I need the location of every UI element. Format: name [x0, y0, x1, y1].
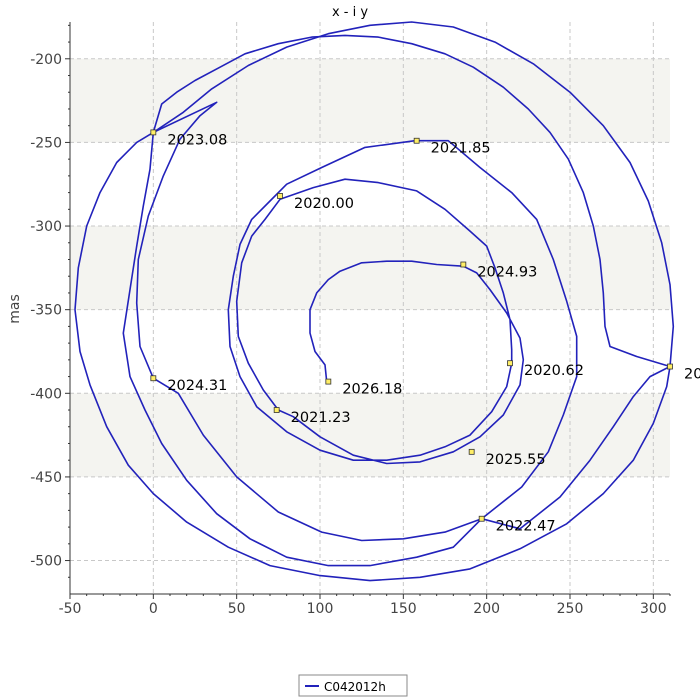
epoch-label: 2024.31 [167, 378, 227, 394]
x-tick-label: 300 [640, 601, 667, 617]
epoch-label: 2026.18 [342, 382, 402, 398]
chart-title: x - i y [332, 5, 368, 20]
series-line-0 [122, 34, 671, 567]
band-1 [70, 226, 670, 310]
y-tick-label: -500 [30, 554, 62, 570]
epoch-label: 2025.55 [486, 452, 546, 468]
x-tick-label: 100 [307, 601, 334, 617]
annotations-group: 2020.00 2020.62 2021.23 2021.85 2022.47 2023.… [167, 132, 700, 534]
epoch-marker [507, 360, 513, 367]
epoch-marker [273, 407, 280, 413]
x-tick-label: 250 [557, 601, 584, 617]
y-axis-title: mas [7, 294, 23, 324]
epoch-marker [150, 129, 157, 136]
y-axis-ticks: -500 -450 -400 -350 -300 -250 -200 [30, 24, 70, 578]
epoch-label: 2023.08 [167, 132, 227, 148]
x-tick-label: 50 [228, 601, 246, 617]
legend-box [298, 674, 408, 697]
epoch-label: 2020.00 [294, 196, 354, 212]
epoch-marker [150, 375, 157, 382]
x-tick-label: -50 [59, 601, 82, 617]
y-tick-label: -300 [30, 219, 62, 235]
epoch-marker [667, 363, 673, 370]
epoch-marker [413, 137, 420, 144]
y-tick-label: -350 [30, 303, 62, 319]
series-line-1 [74, 21, 675, 582]
x-tick-label: 200 [473, 601, 500, 617]
x-axis-ticks: -50 0 50 100 150 200 250 300 [59, 594, 671, 617]
epoch-label: 20 [684, 367, 700, 383]
epoch-marker [478, 515, 485, 522]
y-tick-label: -250 [30, 135, 62, 151]
plot-bands [70, 58, 670, 477]
y-tick-label: -200 [30, 52, 62, 68]
epoch-marker [277, 193, 283, 199]
x-tick-label: 0 [149, 601, 158, 617]
epoch-marker [468, 448, 475, 455]
x-tick-label: 150 [390, 601, 417, 617]
epoch-label: 2021.85 [431, 141, 491, 157]
series-group [74, 21, 675, 582]
y-tick-label: -450 [30, 470, 62, 486]
epoch-label: 2024.93 [477, 265, 537, 281]
epoch-label: 2022.47 [496, 519, 556, 535]
markers-group [150, 129, 673, 522]
epoch-label: 2021.23 [291, 410, 351, 426]
band-2 [70, 393, 670, 477]
y-tick-label: -400 [30, 386, 62, 402]
epoch-marker [460, 261, 467, 268]
epoch-label: 2020.62 [524, 363, 584, 379]
epoch-marker [325, 378, 332, 385]
legend: C042012h [298, 674, 408, 697]
legend-label: C042012h [324, 680, 386, 694]
